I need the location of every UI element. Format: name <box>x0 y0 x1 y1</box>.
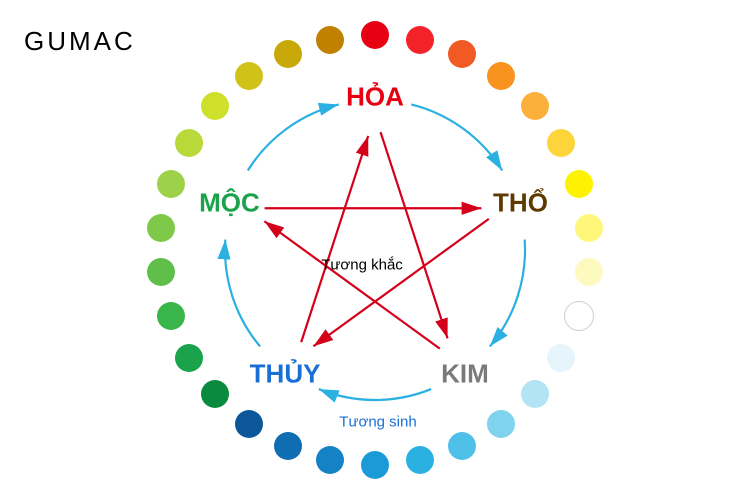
ring-dot <box>487 62 515 90</box>
ring-dot <box>175 129 203 157</box>
ring-dot <box>575 258 603 286</box>
ring-dot <box>448 40 476 68</box>
ring-dot <box>361 451 389 479</box>
ring-dot <box>235 410 263 438</box>
ring-dot <box>147 258 175 286</box>
element-label-kim: KIM <box>441 358 489 389</box>
ring-dot <box>565 170 593 198</box>
ring-dot <box>406 26 434 54</box>
ring-dot <box>157 170 185 198</box>
element-label-thuy: THỦY <box>250 358 321 389</box>
brand-logo: GUMAC <box>24 26 136 57</box>
cycle-arc <box>225 240 260 347</box>
ring-dot <box>235 62 263 90</box>
ring-dot <box>575 214 603 242</box>
caption-tuong_sinh: Tương sinh <box>339 414 416 431</box>
star-edge <box>381 132 448 338</box>
ring-dot <box>274 432 302 460</box>
diagram-canvas: { "brand": { "text": "GUMAC", "color": "… <box>0 0 750 500</box>
ring-dot <box>448 432 476 460</box>
element-label-hoa: HỎA <box>346 82 404 113</box>
cycle-arc <box>248 104 339 170</box>
ring-dot <box>564 301 594 331</box>
cycle-arc <box>319 389 431 400</box>
ring-dot <box>361 21 389 49</box>
ring-dot <box>487 410 515 438</box>
star-edge <box>301 136 368 342</box>
ring-dot <box>201 92 229 120</box>
ring-dot <box>521 92 549 120</box>
ring-dot <box>157 302 185 330</box>
cycle-arc <box>411 104 502 170</box>
element-label-tho: THỔ <box>493 187 548 218</box>
ring-dot <box>274 40 302 68</box>
star-edge <box>313 219 488 346</box>
ring-dot <box>147 214 175 242</box>
ring-dot <box>175 344 203 372</box>
star-edge <box>264 221 439 348</box>
caption-tuong_khac: Tương khắc <box>321 257 403 274</box>
ring-dot <box>521 380 549 408</box>
ring-dot <box>316 446 344 474</box>
cycle-arc <box>490 240 525 347</box>
ring-dot <box>316 26 344 54</box>
ring-dot <box>406 446 434 474</box>
element-label-moc: MỘC <box>199 187 260 218</box>
ring-dot <box>201 380 229 408</box>
ring-dot <box>547 344 575 372</box>
ring-dot <box>547 129 575 157</box>
